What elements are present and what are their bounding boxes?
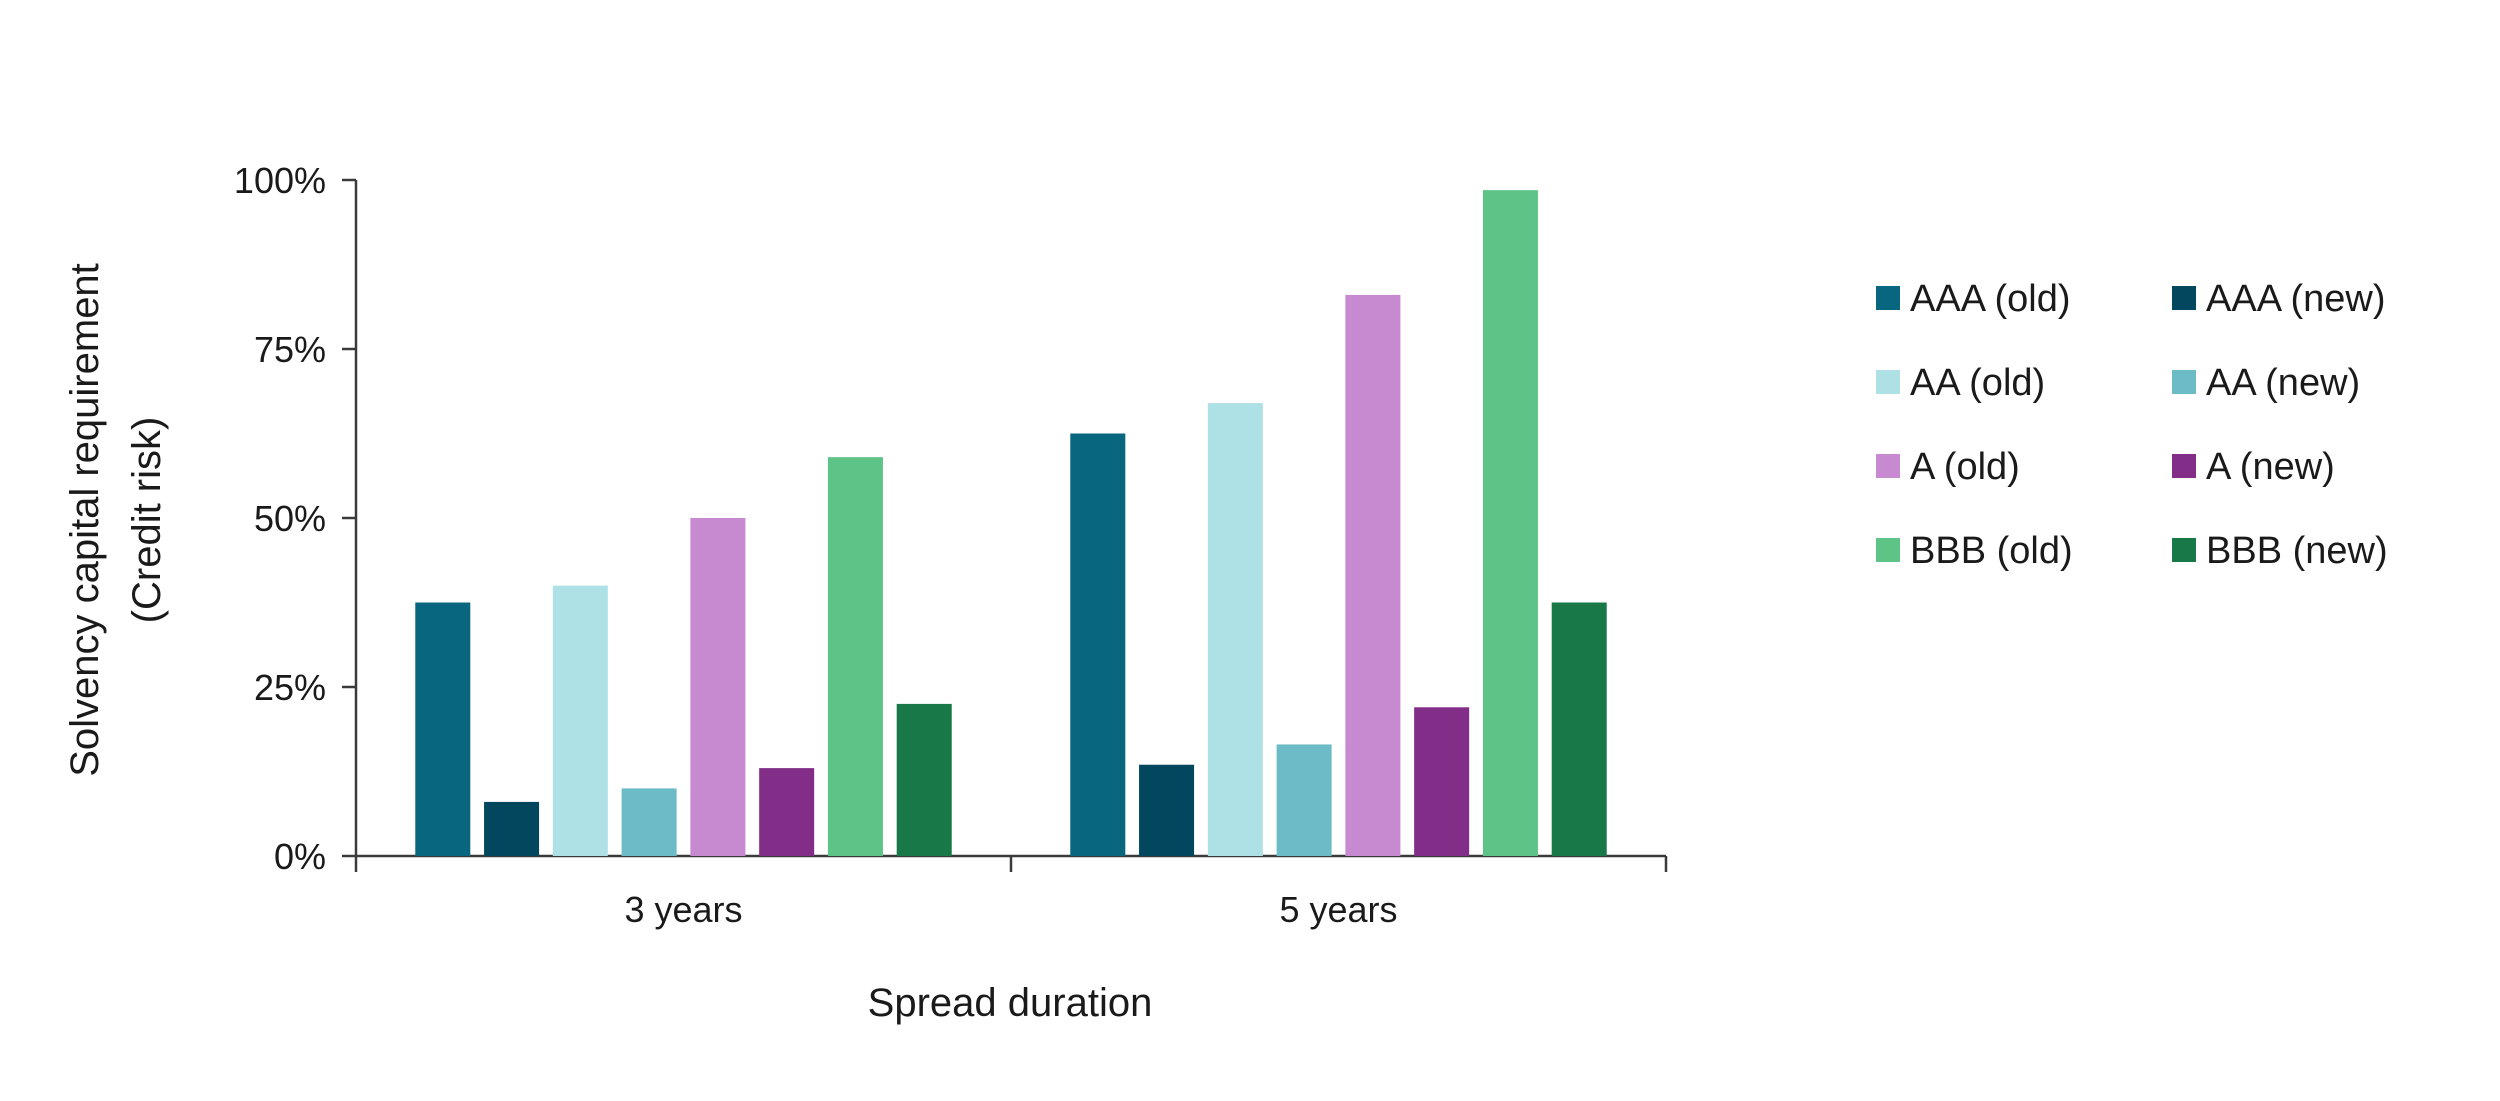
legend-item: AAA (old) — [1876, 278, 2071, 320]
legend-swatch — [2172, 286, 2196, 310]
y-tick-label: 0% — [274, 836, 326, 877]
legend-label: AAA (old) — [1910, 278, 2071, 320]
bar-aa-new-3-years — [621, 788, 677, 856]
bar-a-new-3-years — [759, 768, 815, 856]
y-tick-label: 75% — [254, 329, 326, 370]
legend-item: A (old) — [1876, 446, 2020, 488]
legend-label: AA (old) — [1910, 362, 2045, 404]
bar-aa-old-5-years — [1207, 403, 1263, 856]
bar-a-new-5-years — [1414, 707, 1470, 856]
legend-swatch — [2172, 538, 2196, 562]
legend-label: A (old) — [1910, 446, 2020, 488]
legend-label: A (new) — [2206, 446, 2335, 488]
x-axis-title: Spread duration — [868, 981, 1153, 1025]
y-axis-title: Solvency capital requirement (Credit ris… — [63, 263, 169, 777]
legend-swatch — [1876, 454, 1900, 478]
y-tick-label: 100% — [234, 160, 326, 201]
legend-item: AAA (new) — [2172, 278, 2386, 320]
bar-aaa-old-3-years — [415, 602, 471, 856]
legend-swatch — [1876, 538, 1900, 562]
legend-swatch — [1876, 370, 1900, 394]
bar-bbb-old-5-years — [1482, 190, 1538, 856]
legend-swatch — [2172, 370, 2196, 394]
bar-a-old-5-years — [1345, 294, 1401, 856]
plot-area: 0% 25% 50% 75% 100% 3 years 5 years — [234, 160, 1668, 930]
legend-item: AA (old) — [1876, 362, 2045, 404]
y-axis-title-line-2: (Credit risk) — [125, 417, 169, 624]
legend-item: A (new) — [2172, 446, 2335, 488]
bar-bbb-new-5-years — [1551, 602, 1607, 856]
legend-item: BBB (old) — [1876, 530, 2073, 572]
y-axis-title-line-1: Solvency capital requirement — [63, 263, 107, 777]
bar-bbb-old-3-years — [827, 457, 883, 856]
bar-aaa-new-5-years — [1139, 764, 1195, 856]
legend-item: BBB (new) — [2172, 530, 2388, 572]
y-tick-label: 25% — [254, 667, 326, 708]
legend: AAA (old) AAA (new) AA (old) AA (new) A (old… — [1876, 278, 2388, 572]
legend-item: AA (new) — [2172, 362, 2360, 404]
legend-label: AAA (new) — [2206, 278, 2386, 320]
legend-label: AA (new) — [2206, 362, 2360, 404]
legend-label: BBB (old) — [1910, 530, 2073, 572]
legend-swatch — [1876, 286, 1900, 310]
bar-aaa-new-3-years — [484, 801, 540, 856]
x-tick-label: 5 years — [1279, 889, 1397, 930]
bar-bbb-new-3-years — [896, 703, 952, 856]
legend-swatch — [2172, 454, 2196, 478]
bar-aa-new-5-years — [1276, 744, 1332, 856]
x-tick-label: 3 years — [624, 889, 742, 930]
bar-aaa-old-5-years — [1070, 433, 1126, 856]
legend-label: BBB (new) — [2206, 530, 2388, 572]
y-tick-label: 50% — [254, 498, 326, 539]
bar-aa-old-3-years — [552, 585, 608, 856]
bar-a-old-3-years — [690, 518, 746, 856]
